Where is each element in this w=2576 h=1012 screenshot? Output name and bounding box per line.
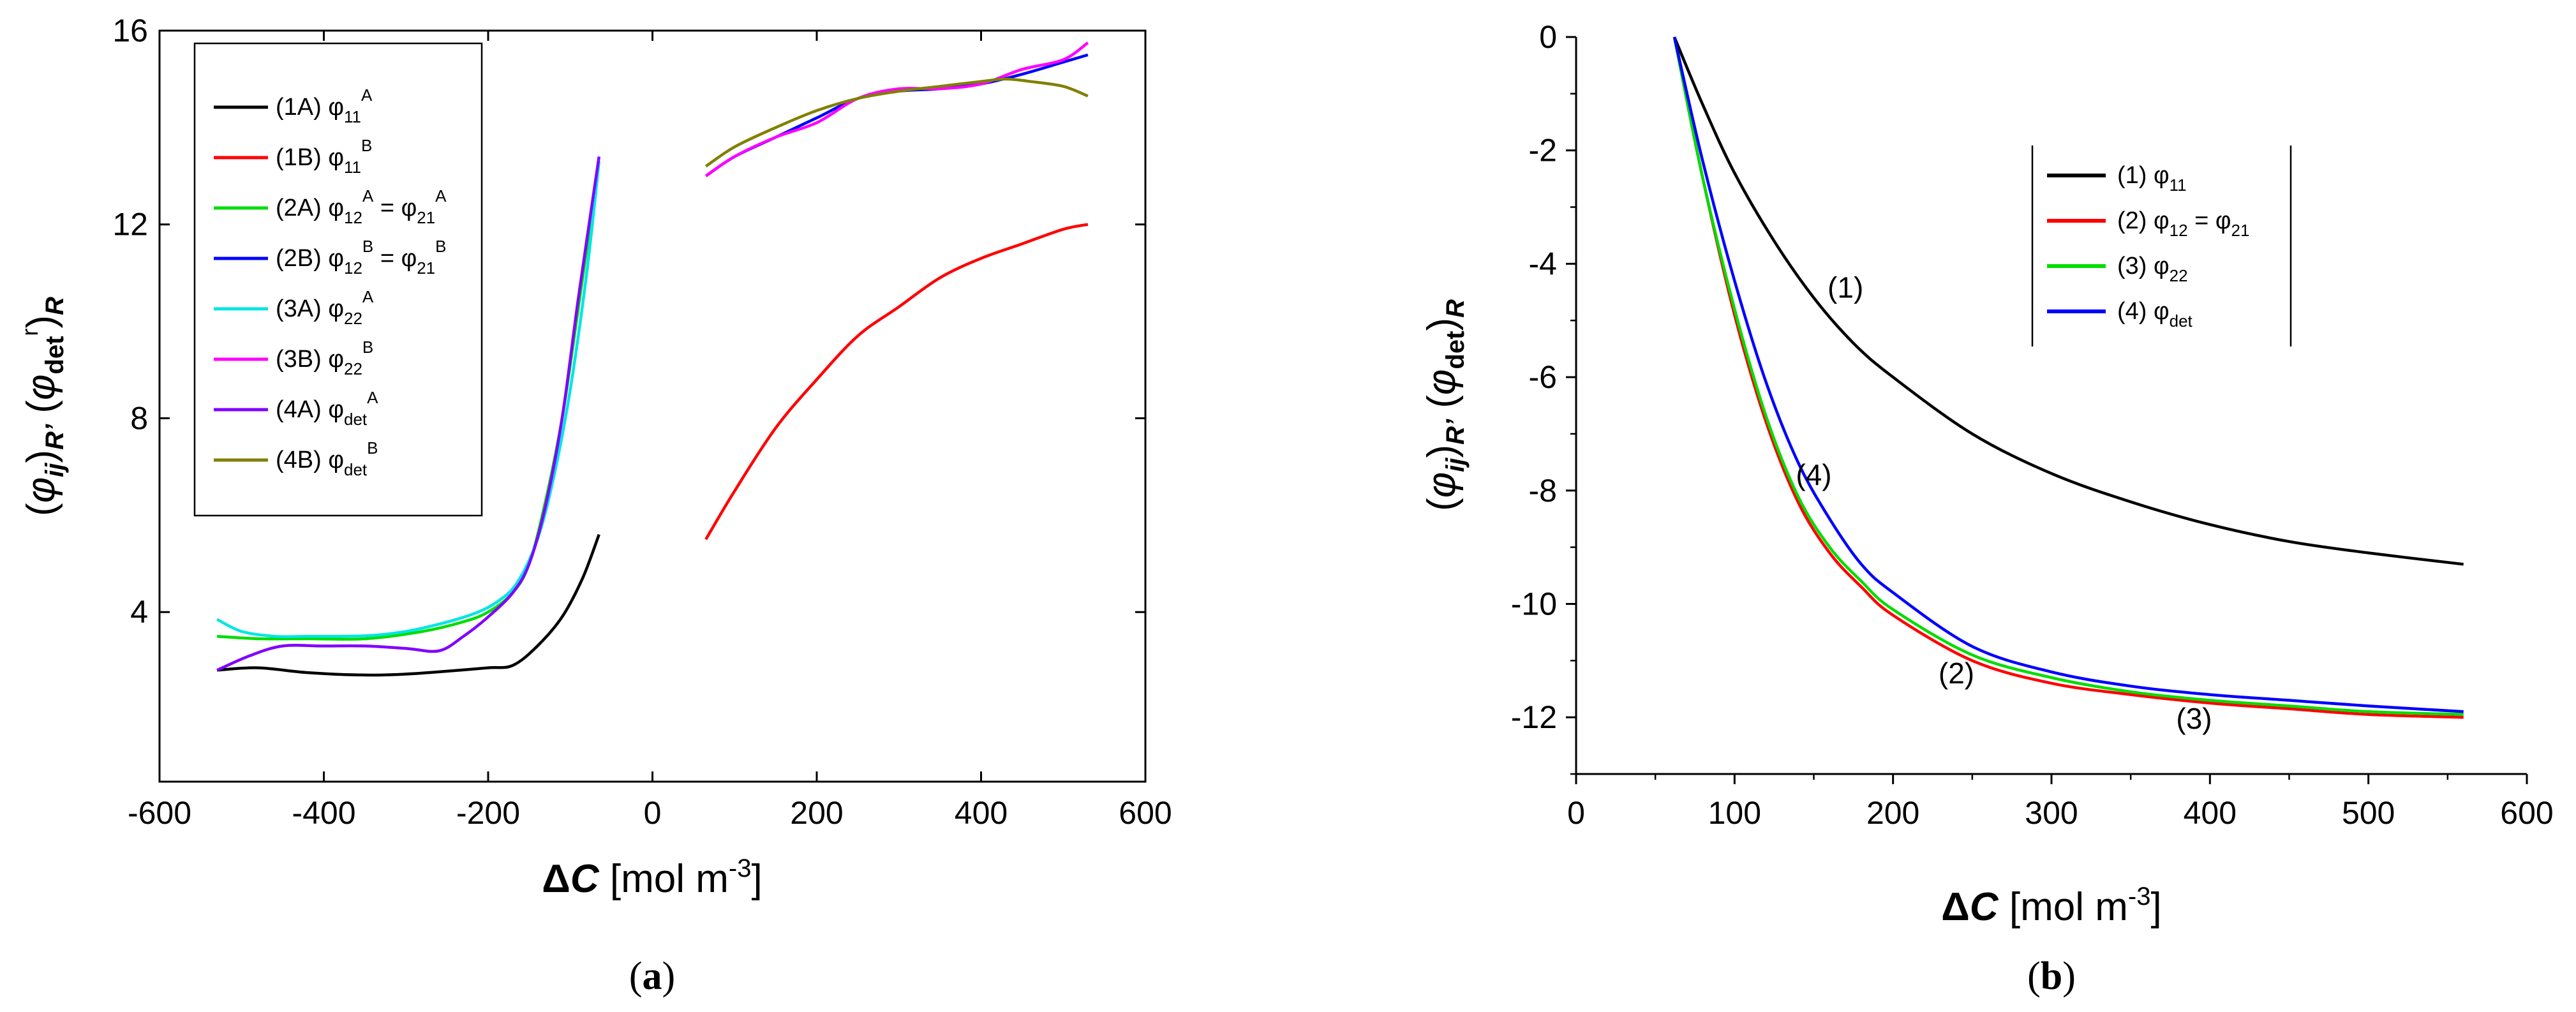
series-line-a-1a-11-a bbox=[216, 533, 600, 677]
legend-b-label-0: (1) φ11 bbox=[2117, 162, 2187, 195]
series-line-a-4b-det-b bbox=[704, 77, 1089, 168]
x-tick-label-b: 100 bbox=[1708, 795, 1761, 831]
y-ticks-a: 4 8 12 16 bbox=[112, 13, 1145, 630]
series-line-a-1b-11-b bbox=[704, 223, 1089, 540]
y-tick-label-b: -2 bbox=[1529, 133, 1557, 168]
annotation-b-3: (3) bbox=[2176, 702, 2212, 735]
x-tick-label-b: 600 bbox=[2500, 795, 2553, 831]
y-tick-label-a: 8 bbox=[130, 400, 148, 436]
legend-a-label-7: (4B) φdetB bbox=[276, 438, 378, 479]
y-tick-label-b: -10 bbox=[1511, 586, 1557, 621]
annotation-b-0: (1) bbox=[1828, 271, 1863, 304]
x-tick-label-a: -400 bbox=[292, 795, 355, 831]
y-tick-label-b: -4 bbox=[1529, 246, 1557, 281]
y-tick-label-a: 4 bbox=[130, 594, 148, 630]
series-line-b-2-12-21 bbox=[1672, 36, 2464, 719]
x-tick-label-b: 0 bbox=[1567, 795, 1585, 831]
y-ticks-b: 0 -2 -4 -6 -8 -10 -12 bbox=[1511, 19, 1577, 775]
legend-b: (1) φ11 (2) φ12 = φ21 (3) φ22 (4) φdet bbox=[2031, 145, 2292, 346]
series-line-a-3a-22-a bbox=[216, 161, 601, 639]
legend-a-label-3: (2B) φ12B = φ21B bbox=[276, 237, 446, 278]
x-tick-label-a: 0 bbox=[644, 795, 662, 831]
legend-a-label-4: (3A) φ22A bbox=[276, 287, 374, 328]
legend-b-label-1: (2) φ12 = φ21 bbox=[2117, 207, 2249, 240]
series-line-b-1-11 bbox=[1672, 36, 2464, 566]
x-axis-title-b: ΔC [mol m-3] bbox=[1941, 882, 2161, 929]
legend-b-label-2: (3) φ22 bbox=[2117, 253, 2188, 285]
x-tick-label-b: 400 bbox=[2184, 795, 2237, 831]
caption-b: (b) bbox=[2027, 955, 2076, 998]
x-tick-label-b: 200 bbox=[1866, 795, 1919, 831]
annotation-b-2: (2) bbox=[1939, 657, 1974, 690]
x-ticks-a: -600 -400 -200 0 200 400 600 bbox=[128, 31, 1172, 831]
series-line-b-3-22 bbox=[1672, 36, 2464, 716]
annotation-b-1: (4) bbox=[1796, 458, 1831, 491]
y-tick-label-a: 16 bbox=[112, 13, 148, 48]
series-group-b bbox=[1672, 36, 2464, 719]
caption-a: (a) bbox=[629, 955, 675, 998]
y-axis-title-b: (φij)R’ (φdet)R bbox=[1420, 299, 1470, 511]
legend-a-label-2: (2A) φ12A = φ21A bbox=[276, 186, 447, 227]
series-line-b-4-det bbox=[1672, 36, 2464, 713]
x-tick-label-a: -600 bbox=[128, 795, 191, 831]
legend-a: (1A) φ11A (1B) φ11B (2A) φ12A = φ21A (2B) φ… bbox=[193, 42, 483, 517]
panel-b: 0 100 200 300 400 500 600 0-2-4-6-8-10-12 (1)(… bbox=[1420, 19, 2554, 998]
y-tick-label-b: -6 bbox=[1529, 359, 1557, 395]
legend-a-label-1: (1B) φ11B bbox=[276, 136, 372, 177]
series-line-a-2b-12-b-21-b bbox=[704, 53, 1089, 177]
x-tick-label-a: -200 bbox=[456, 795, 520, 831]
y-tick-label-b: 0 bbox=[1539, 19, 1557, 55]
series-line-a-4a-det-a bbox=[216, 156, 601, 672]
annotations-b: (1) (4) (2) (3) bbox=[1796, 271, 2212, 735]
legend-a-label-5: (3B) φ22B bbox=[276, 338, 373, 378]
series-line-a-3b-22-b bbox=[704, 41, 1089, 177]
y-tick-label-b: -8 bbox=[1529, 473, 1557, 509]
y-tick-label-b: -12 bbox=[1511, 699, 1557, 735]
y-tick-label-a: 12 bbox=[112, 207, 148, 242]
legend-b-label-3: (4) φdet bbox=[2117, 298, 2193, 331]
legend-a-label-6: (4A) φdetA bbox=[276, 388, 378, 429]
series-group-a bbox=[216, 41, 1089, 677]
x-ticks-b: 0 100 200 300 400 500 600 bbox=[1567, 773, 2554, 831]
legend-a-label-0: (1A) φ11A bbox=[276, 86, 373, 126]
x-tick-label-b: 300 bbox=[2025, 795, 2078, 831]
x-axis-title-a: ΔC [mol m-3] bbox=[542, 854, 762, 901]
y-axis-title-a: (φij)R’ (φdetr)R bbox=[17, 297, 69, 516]
x-tick-label-b: 500 bbox=[2342, 795, 2395, 831]
legend-box-a bbox=[193, 42, 483, 517]
x-tick-label-a: 400 bbox=[955, 795, 1008, 831]
x-tick-label-a: 600 bbox=[1119, 795, 1172, 831]
x-tick-label-a: 200 bbox=[790, 795, 843, 831]
